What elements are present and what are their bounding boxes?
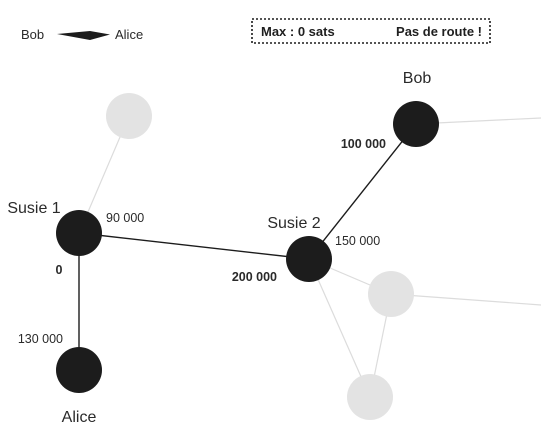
inactive-node — [347, 374, 393, 420]
status-message: Pas de route ! — [396, 24, 482, 39]
inactive-node — [106, 93, 152, 139]
status-box-border — [251, 18, 491, 44]
balance-label-susie2-bob-side: 150 000 — [335, 234, 380, 248]
route-legend: Bob Alice — [21, 27, 143, 42]
legend-from-label: Bob — [21, 27, 44, 42]
status-max: Max : 0 sats — [261, 24, 335, 39]
status-box: Max : 0 sats Pas de route ! — [251, 18, 491, 44]
balance-label-bob-side: 100 000 — [341, 137, 386, 151]
node-label-susie1: Susie 1 — [7, 200, 60, 217]
legend-arrow-icon — [57, 31, 110, 40]
node-label-susie2: Susie 2 — [267, 215, 320, 232]
channel-susie2-bob — [308, 123, 417, 260]
inactive-nodes — [106, 93, 414, 420]
node-susie2 — [286, 236, 332, 282]
inactive-edge — [390, 293, 541, 306]
inactive-edge — [308, 258, 371, 398]
node-label-bob: Bob — [403, 70, 432, 87]
legend-to-label: Alice — [115, 27, 143, 42]
inactive-node — [368, 271, 414, 317]
channel-susie1-susie2 — [78, 232, 310, 260]
node-label-alice: Alice — [62, 409, 97, 426]
node-susie1 — [56, 210, 102, 256]
balance-label-susie1-side: 90 000 — [106, 211, 144, 225]
balance-label-alice-side: 130 000 — [18, 332, 63, 346]
balance-label-susie1-alice-side: 0 — [56, 263, 63, 277]
node-alice — [56, 347, 102, 393]
active-nodes — [56, 101, 439, 393]
balance-label-susie2-side: 200 000 — [232, 270, 277, 284]
node-bob — [393, 101, 439, 147]
